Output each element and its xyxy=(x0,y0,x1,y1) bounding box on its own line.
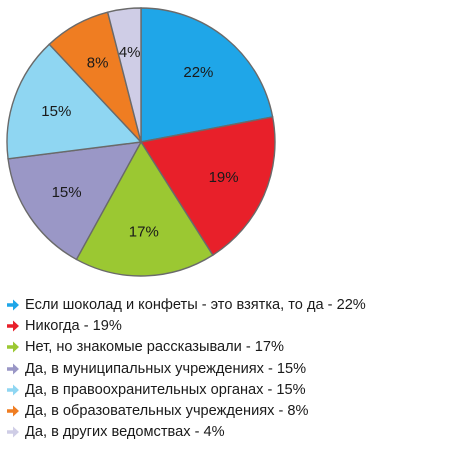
legend-label: Да, в муниципальных учреждениях - 15% xyxy=(25,361,306,377)
arrow-right-icon xyxy=(6,425,20,439)
legend-item-7: Да, в других ведомствах - 4% xyxy=(6,422,446,443)
legend-item-3: Нет, но знакомые рассказывали - 17% xyxy=(6,337,446,358)
slice-data-label-2: 19% xyxy=(209,169,239,186)
arrow-right-icon xyxy=(6,340,20,354)
legend-item-4: Да, в муниципальных учреждениях - 15% xyxy=(6,358,446,379)
arrow-right-icon xyxy=(6,362,20,376)
slice-data-label-4: 15% xyxy=(52,184,82,201)
legend-label: Никогда - 19% xyxy=(25,318,122,334)
slice-data-label-7: 4% xyxy=(119,44,141,61)
legend-label: Да, в образовательных учреждениях - 8% xyxy=(25,403,309,419)
pie-chart: 22% 19% 17% 15% 15% 8% 4% xyxy=(0,0,450,285)
legend-item-5: Да, в правоохранительных органах - 15% xyxy=(6,379,446,400)
arrow-right-icon xyxy=(6,298,20,312)
legend-label: Да, в других ведомствах - 4% xyxy=(25,424,225,440)
legend-item-6: Да, в образовательных учреждениях - 8% xyxy=(6,400,446,421)
legend-label: Да, в правоохранительных органах - 15% xyxy=(25,382,306,398)
legend-item-1: Если шоколад и конфеты - это взятка, то … xyxy=(6,294,446,315)
slice-data-label-5: 15% xyxy=(41,103,71,120)
legend: Если шоколад и конфеты - это взятка, то … xyxy=(6,294,446,443)
slice-data-label-6: 8% xyxy=(87,55,109,72)
arrow-right-icon xyxy=(6,383,20,397)
legend-label: Нет, но знакомые рассказывали - 17% xyxy=(25,339,284,355)
legend-label: Если шоколад и конфеты - это взятка, то … xyxy=(25,297,366,313)
slice-data-label-3: 17% xyxy=(129,224,159,241)
arrow-right-icon xyxy=(6,404,20,418)
arrow-right-icon xyxy=(6,319,20,333)
slice-data-label-1: 22% xyxy=(183,64,213,81)
legend-item-2: Никогда - 19% xyxy=(6,315,446,336)
